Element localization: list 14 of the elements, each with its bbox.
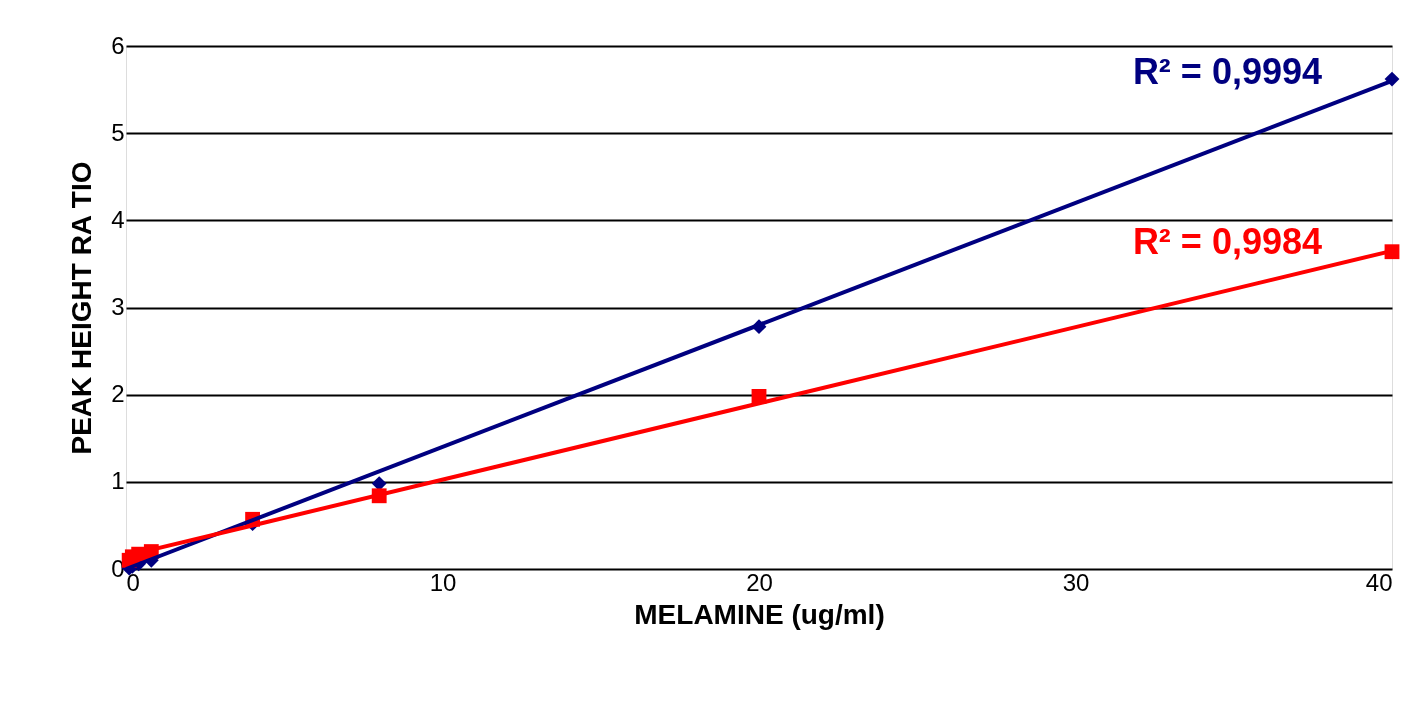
annotation: R² = 0,9984	[1132, 220, 1322, 262]
x-tick-label: 40	[1365, 568, 1393, 596]
y-tick-label: 4	[111, 205, 125, 233]
x-tick-label: 10	[429, 568, 457, 596]
y-tick-label: 5	[111, 118, 125, 146]
y-tick-label: 6	[111, 31, 125, 59]
y-axis-title: PEAK HEIGHT RA TIO	[66, 161, 98, 455]
x-tick-label: 30	[1062, 568, 1090, 596]
y-tick-label: 3	[111, 293, 125, 320]
y-tick-label: 1	[111, 467, 125, 495]
x-tick-label: 20	[746, 568, 773, 596]
x-axis-title: MELAMINE (ug/ml)	[634, 598, 885, 630]
y-tick-label: 2	[111, 380, 125, 408]
annotation: R² = 0,9994	[1132, 50, 1322, 92]
